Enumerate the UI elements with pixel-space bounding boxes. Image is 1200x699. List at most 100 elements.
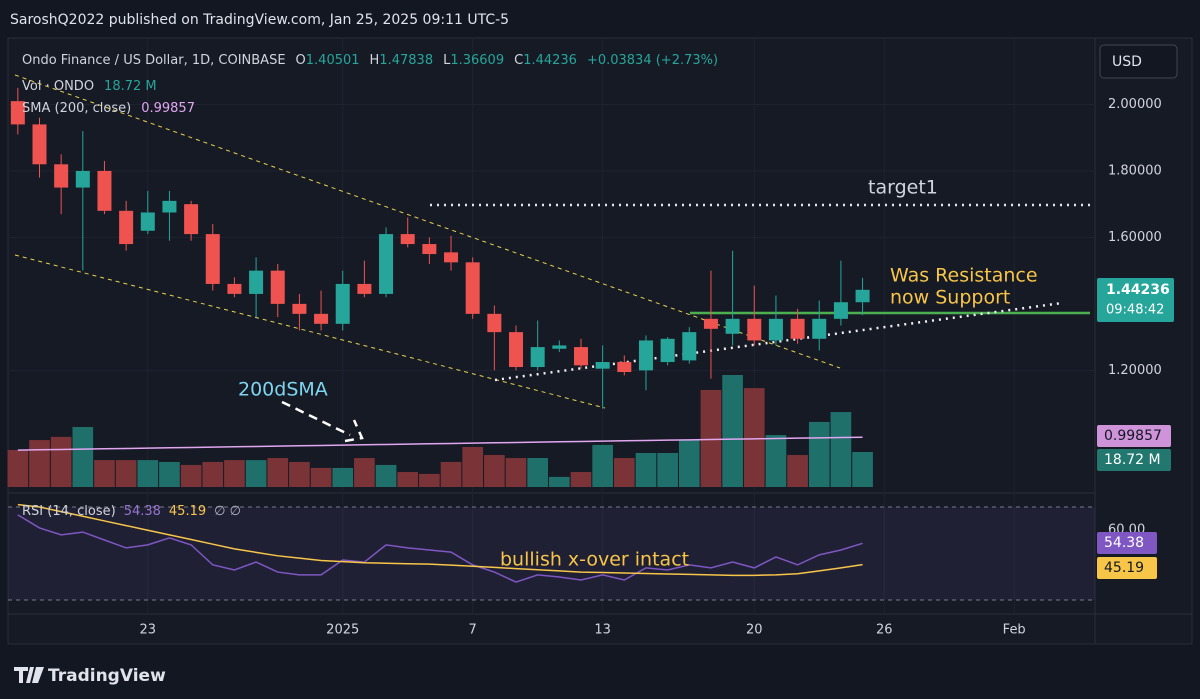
countdown: 09:48:42 bbox=[1106, 303, 1164, 318]
x-tick-label: 13 bbox=[594, 623, 611, 638]
candle-body bbox=[75, 170, 90, 188]
x-tick-label: 7 bbox=[469, 623, 477, 638]
volume-bars bbox=[7, 375, 873, 487]
sma-name: SMA (200, close) bbox=[22, 101, 131, 116]
volume-bar bbox=[613, 458, 635, 487]
volume-bar bbox=[527, 458, 548, 487]
volume-bar bbox=[224, 460, 245, 487]
candle-body bbox=[379, 234, 394, 294]
x-tick-label: Feb bbox=[1003, 623, 1026, 638]
volume-bar bbox=[245, 460, 267, 487]
currency-button[interactable] bbox=[1099, 44, 1178, 79]
candle-body bbox=[465, 262, 480, 314]
candle-body bbox=[530, 347, 545, 368]
y-tick-label: 1.60000 bbox=[1108, 230, 1162, 245]
volume-bar bbox=[180, 464, 202, 487]
volume-bar bbox=[765, 435, 787, 487]
candle-body bbox=[140, 212, 155, 231]
x-tick-label: 20 bbox=[746, 623, 763, 638]
vol-value: 18.72 M bbox=[104, 79, 157, 94]
candle-body bbox=[400, 234, 415, 245]
annotation: Was Resistance bbox=[890, 265, 1038, 287]
volume-bar bbox=[592, 444, 613, 487]
rsi-box bbox=[1097, 532, 1157, 554]
candle-body bbox=[747, 318, 762, 341]
last-price-box bbox=[1097, 278, 1174, 322]
rsi-ma-box bbox=[1097, 557, 1157, 579]
candle-body bbox=[357, 283, 372, 294]
volume-bar bbox=[657, 452, 678, 487]
symbol: Ondo Finance / US Dollar, 1D, COINBASE bbox=[22, 53, 286, 68]
candle-body bbox=[10, 101, 25, 125]
candle-body bbox=[444, 252, 459, 263]
volume-bar bbox=[484, 455, 505, 487]
volume-bar bbox=[722, 375, 743, 487]
y-tick-label: 2.00000 bbox=[1108, 97, 1162, 112]
candle-body bbox=[292, 303, 307, 314]
rsi-line bbox=[17, 503, 863, 577]
candle-body bbox=[32, 124, 47, 165]
candle-body bbox=[812, 318, 827, 339]
candle-body bbox=[335, 283, 350, 324]
annotation: 200dSMA bbox=[238, 379, 328, 401]
candle-body bbox=[270, 270, 285, 304]
ohlc-value: 1.47838 bbox=[379, 53, 433, 68]
volume-bar bbox=[570, 472, 592, 487]
legend-line: Ondo Finance / US Dollar, 1D, COINBASE O 1… bbox=[22, 53, 718, 68]
volume-bar bbox=[72, 426, 94, 487]
volume-box bbox=[1097, 449, 1171, 471]
volume-bar bbox=[743, 388, 765, 487]
volume-bar bbox=[397, 472, 419, 487]
volume-bar bbox=[419, 473, 440, 487]
volume-bar bbox=[549, 476, 570, 487]
ohlc-label: H bbox=[370, 53, 380, 68]
rsi-ma-value: 45.19 bbox=[169, 504, 206, 519]
legend-line: SMA (200, close) 0.99857 bbox=[22, 101, 195, 116]
last-price: 1.44236 bbox=[1106, 282, 1170, 298]
sma-arrow bbox=[281, 400, 364, 443]
annotation: now Support bbox=[890, 287, 1010, 309]
candle-body bbox=[552, 345, 567, 349]
y-tick-label: 1.80000 bbox=[1108, 163, 1162, 178]
candle-body bbox=[855, 289, 870, 303]
volume-bar bbox=[787, 455, 808, 487]
ohlc-label: O bbox=[296, 53, 306, 68]
candle-body bbox=[249, 270, 264, 294]
drawings bbox=[14, 74, 1090, 443]
price-axis: 2.00000 1.80000 1.60000 1.20000 bbox=[1108, 97, 1162, 378]
brand: TradingView bbox=[14, 666, 166, 686]
rsi-extra: ∅ ∅ bbox=[214, 504, 241, 519]
y-tick-label: 1.20000 bbox=[1108, 363, 1162, 378]
brand-name: TradingView bbox=[48, 666, 166, 686]
legend-line: RSI (14, close) 54.38 45.19 ∅ ∅ bbox=[22, 504, 241, 519]
volume-bar bbox=[375, 464, 397, 487]
rsi-band-fill bbox=[8, 506, 1095, 600]
candle-body bbox=[638, 340, 653, 371]
volume-bar bbox=[289, 461, 310, 487]
volume-bar bbox=[267, 458, 289, 487]
candle-body bbox=[768, 318, 783, 341]
annotation: bullish x-over intact bbox=[500, 549, 689, 571]
volume-bar bbox=[440, 461, 462, 487]
vol-name: Vol · ONDO bbox=[22, 79, 94, 94]
volume-bar bbox=[159, 461, 180, 487]
candle-body bbox=[595, 362, 610, 369]
channel-lower bbox=[14, 254, 606, 409]
candle-body bbox=[617, 362, 632, 373]
change: +0.03834 (+2.73%) bbox=[587, 53, 718, 68]
candle-body bbox=[487, 313, 502, 333]
volume-bar bbox=[7, 449, 29, 487]
ohlc-value: 1.36609 bbox=[450, 53, 504, 68]
rising-trendline bbox=[494, 301, 1063, 382]
candle-body bbox=[162, 200, 177, 213]
currency-label[interactable]: USD bbox=[1112, 54, 1142, 70]
annotation: target1 bbox=[868, 177, 938, 199]
ohlc-label: L bbox=[443, 53, 451, 68]
candle-body bbox=[573, 347, 588, 366]
rsi-value: 54.38 bbox=[124, 504, 161, 519]
volume-bar bbox=[808, 421, 830, 487]
ohlc-label: C bbox=[514, 53, 523, 68]
candle-body bbox=[833, 302, 848, 319]
candles bbox=[10, 87, 870, 409]
publish-header: SaroshQ2022 published on TradingView.com… bbox=[10, 12, 509, 28]
